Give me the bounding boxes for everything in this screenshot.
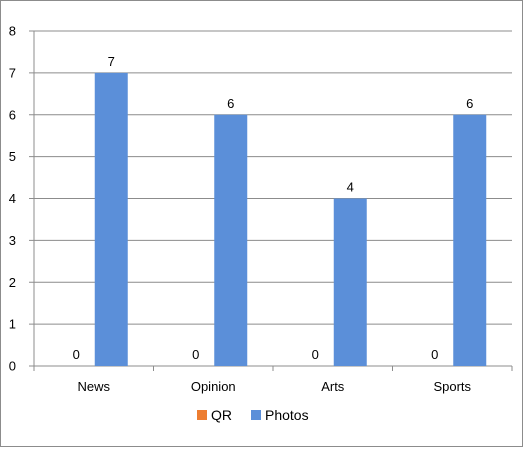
data-labels: 0 7 0 6 0 4 0 6 — [73, 54, 474, 362]
data-label: 7 — [108, 54, 115, 69]
bar-photos — [94, 72, 128, 366]
bar-photos — [333, 198, 367, 366]
legend: QR Photos — [197, 407, 309, 423]
data-label: 0 — [73, 347, 80, 362]
y-tick-label: 0 — [9, 359, 16, 374]
data-label: 0 — [431, 347, 438, 362]
y-tick-label: 5 — [9, 149, 16, 164]
legend-label-qr: QR — [211, 407, 232, 423]
x-tick-label: News — [77, 379, 110, 394]
y-tick-label: 1 — [9, 317, 16, 332]
data-label: 0 — [192, 347, 199, 362]
x-tick-label: Arts — [321, 379, 345, 394]
y-tick-label: 6 — [9, 107, 16, 122]
y-tick-label: 7 — [9, 65, 16, 80]
legend-label-photos: Photos — [265, 407, 309, 423]
legend-swatch-photos — [251, 410, 261, 420]
data-label: 4 — [347, 180, 354, 195]
y-tick-label: 3 — [9, 233, 16, 248]
x-tick-label: Sports — [433, 379, 471, 394]
data-label: 6 — [227, 96, 234, 111]
data-label: 0 — [312, 347, 319, 362]
y-tick-label: 2 — [9, 275, 16, 290]
axes: 0 1 2 3 4 5 6 7 8 News Opinion Arts Sports — [9, 24, 513, 394]
legend-swatch-qr — [197, 410, 207, 420]
bars — [94, 72, 487, 366]
bar-photos — [214, 114, 248, 366]
y-tick-label: 8 — [9, 24, 16, 39]
y-tick-label: 4 — [9, 191, 16, 206]
bar-photos — [453, 114, 487, 366]
x-tick-label: Opinion — [191, 379, 236, 394]
data-label: 6 — [466, 96, 473, 111]
